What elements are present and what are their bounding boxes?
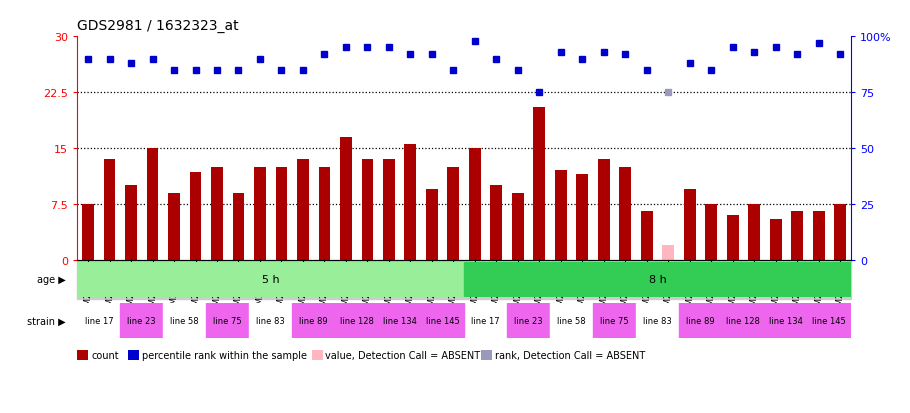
Bar (335, 304, 379, 339)
Text: line 23: line 23 (514, 317, 543, 325)
Text: line 83: line 83 (643, 317, 672, 325)
Bar (765, 304, 808, 339)
Text: line 83: line 83 (257, 317, 285, 325)
Text: line 134: line 134 (383, 317, 417, 325)
Text: GDS2981 / 1632323_at: GDS2981 / 1632323_at (77, 19, 239, 33)
Bar (727, 216, 739, 260)
Bar (813, 212, 824, 260)
Bar (318, 167, 330, 260)
Bar (233, 193, 245, 260)
Bar (683, 190, 695, 260)
Text: line 17: line 17 (85, 317, 113, 325)
Bar (770, 219, 782, 260)
Text: line 75: line 75 (601, 317, 629, 325)
Bar (126, 186, 137, 260)
Bar (361, 160, 373, 260)
Bar (641, 212, 652, 260)
Text: line 75: line 75 (214, 317, 242, 325)
Bar (636, 304, 679, 339)
Bar (147, 149, 158, 260)
Text: line 134: line 134 (770, 317, 804, 325)
Bar (254, 167, 266, 260)
Bar (77, 262, 464, 297)
Bar (464, 304, 507, 339)
Text: line 145: line 145 (813, 317, 846, 325)
Bar (189, 173, 201, 260)
Text: line 128: line 128 (339, 317, 374, 325)
Bar (576, 175, 588, 260)
Bar (533, 108, 545, 260)
Bar (249, 304, 292, 339)
Bar (77, 304, 120, 339)
Bar (448, 167, 460, 260)
Text: line 23: line 23 (127, 317, 157, 325)
Text: 5 h: 5 h (262, 275, 279, 285)
Bar (679, 304, 722, 339)
Text: value, Detection Call = ABSENT: value, Detection Call = ABSENT (326, 350, 480, 360)
Bar (550, 304, 593, 339)
Bar (748, 204, 760, 260)
Bar (379, 304, 421, 339)
Bar (292, 304, 335, 339)
Text: line 89: line 89 (686, 317, 714, 325)
Bar (593, 304, 636, 339)
Bar (404, 145, 416, 260)
Text: line 89: line 89 (299, 317, 328, 325)
Bar (120, 304, 163, 339)
Text: line 17: line 17 (471, 317, 500, 325)
Bar (340, 138, 352, 260)
Bar (82, 204, 94, 260)
Bar (383, 160, 395, 260)
Text: line 128: line 128 (726, 317, 761, 325)
Text: line 58: line 58 (170, 317, 199, 325)
Bar (620, 167, 632, 260)
Bar (662, 245, 674, 260)
Text: percentile rank within the sample: percentile rank within the sample (142, 350, 307, 360)
Bar (834, 204, 846, 260)
Bar (469, 149, 480, 260)
Bar (808, 304, 851, 339)
Bar (163, 304, 207, 339)
Bar (211, 167, 223, 260)
Bar (168, 193, 180, 260)
Bar (297, 160, 308, 260)
Bar (464, 262, 851, 297)
Text: line 145: line 145 (426, 317, 460, 325)
Text: strain ▶: strain ▶ (27, 316, 66, 326)
Text: age ▶: age ▶ (37, 275, 66, 285)
Bar (426, 190, 438, 260)
Bar (507, 304, 550, 339)
Text: rank, Detection Call = ABSENT: rank, Detection Call = ABSENT (495, 350, 645, 360)
Bar (421, 304, 464, 339)
Text: count: count (91, 350, 118, 360)
Text: 8 h: 8 h (649, 275, 666, 285)
Bar (555, 171, 567, 260)
Bar (276, 167, 288, 260)
Bar (490, 186, 502, 260)
Bar (207, 304, 249, 339)
Text: line 58: line 58 (557, 317, 586, 325)
Bar (705, 204, 717, 260)
Bar (104, 160, 116, 260)
Bar (598, 160, 610, 260)
Bar (512, 193, 524, 260)
Bar (791, 212, 803, 260)
Bar (722, 304, 765, 339)
